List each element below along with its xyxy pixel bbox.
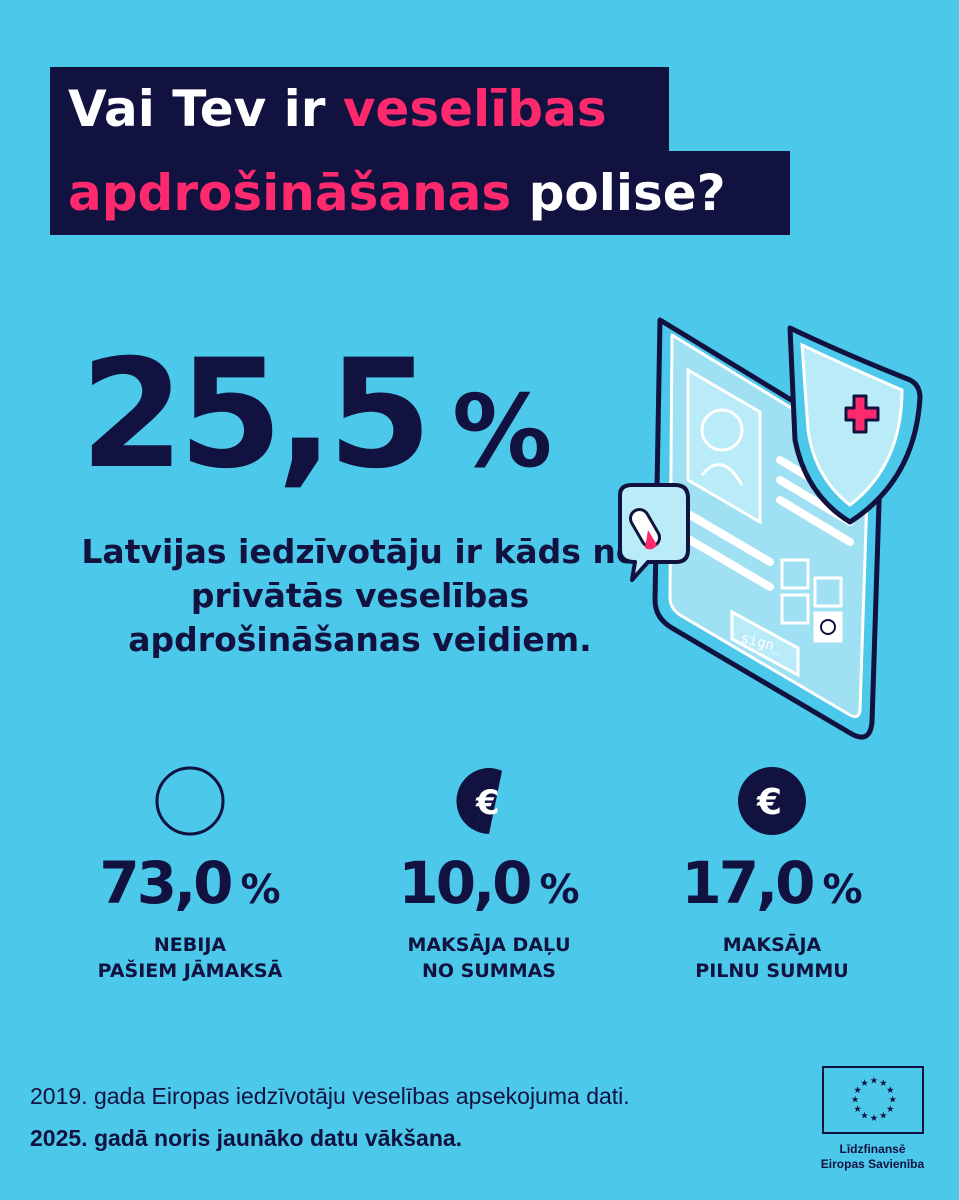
stat-number: 10,0 <box>398 849 532 917</box>
stat-value: 17,0% <box>627 854 917 912</box>
stat-label-line2: PILNU SUMMU <box>695 960 849 982</box>
eu-caption-line2: Eiropas Savienība <box>820 1157 925 1171</box>
eu-star: ★ <box>853 1104 861 1115</box>
stat-value: 73,0% <box>45 854 335 912</box>
stat-label-line1: MAKSĀJA DAĻU <box>407 934 571 956</box>
shield-icon <box>787 325 923 525</box>
stat-unit: % <box>822 867 863 913</box>
stat-paid-full: € 17,0% MAKSĀJA PILNU SUMMU <box>627 766 917 984</box>
eu-star: ★ <box>870 1113 878 1124</box>
stat-unit: % <box>539 867 580 913</box>
data-collection-note: 2025. gadā noris jaunāko datu vākšana. <box>30 1125 463 1151</box>
eu-cofunded-caption: Līdzfinansē Eiropas Savienība <box>800 1142 945 1172</box>
headline-stat: 25,5% <box>80 340 552 490</box>
eu-star: ★ <box>879 1111 887 1122</box>
headline-unit: % <box>452 373 553 490</box>
eu-star: ★ <box>851 1094 859 1105</box>
title-line-1: Vai Tev ir veselības <box>50 67 669 151</box>
stat-unit: % <box>240 867 281 913</box>
title-line-2: apdrošināšanas polise? <box>50 151 790 235</box>
svg-text:€: € <box>475 783 500 823</box>
eu-star: ★ <box>886 1104 894 1115</box>
health-insurance-tablet-illustration: sign_ <box>618 317 923 740</box>
eu-star: ★ <box>879 1078 887 1089</box>
stat-number: 17,0 <box>681 849 815 917</box>
source-note: 2019. gada Eiropas iedzīvotāju veselības… <box>30 1083 630 1109</box>
eu-star: ★ <box>860 1111 868 1122</box>
pill-icon <box>618 483 690 582</box>
empty-circle-icon <box>155 766 225 836</box>
eu-star: ★ <box>853 1085 861 1096</box>
headline-description: Latvijas iedzīvotāju ir kāds no privātās… <box>81 532 639 659</box>
title-accent-1: veselības <box>342 80 607 138</box>
stat-value: 10,0% <box>344 854 634 912</box>
eu-caption-line1: Līdzfinansē <box>839 1142 906 1156</box>
svg-text:€: € <box>756 782 782 823</box>
title-accent-2: apdrošināšanas <box>68 164 512 222</box>
stat-label: NEBIJA PAŠIEM JĀMAKSĀ <box>45 932 335 984</box>
stat-label: MAKSĀJA DAĻU NO SUMMAS <box>344 932 634 984</box>
stat-label-line1: NEBIJA <box>153 934 227 956</box>
stat-label-line1: MAKSĀJA <box>722 934 822 956</box>
title-plain-2: polise? <box>511 164 726 222</box>
eu-flag-icon: ★★★★★★★★★ ★ ★★ <box>822 1066 924 1134</box>
euro-coin-icon: € <box>738 767 806 835</box>
stat-paid-part: € 10,0% MAKSĀJA DAĻU NO SUMMAS <box>344 766 634 984</box>
stat-number: 73,0 <box>99 849 233 917</box>
stat-not-paid: 73,0% NEBIJA PAŠIEM JĀMAKSĀ <box>45 766 335 984</box>
headline-value: 25,5 <box>80 328 432 502</box>
stat-label-line2: PAŠIEM JĀMAKSĀ <box>97 960 283 982</box>
eu-star: ★ <box>889 1094 897 1105</box>
title-plain-1: Vai Tev ir <box>68 80 343 138</box>
partial-euro-coin-icon: € <box>456 768 502 834</box>
stat-label-line2: NO SUMMAS <box>422 960 556 982</box>
eu-star: ★ <box>870 1076 878 1087</box>
eu-star: ★ <box>886 1085 894 1096</box>
stat-label: MAKSĀJA PILNU SUMMU <box>627 932 917 984</box>
eu-star: ★ <box>860 1078 868 1089</box>
